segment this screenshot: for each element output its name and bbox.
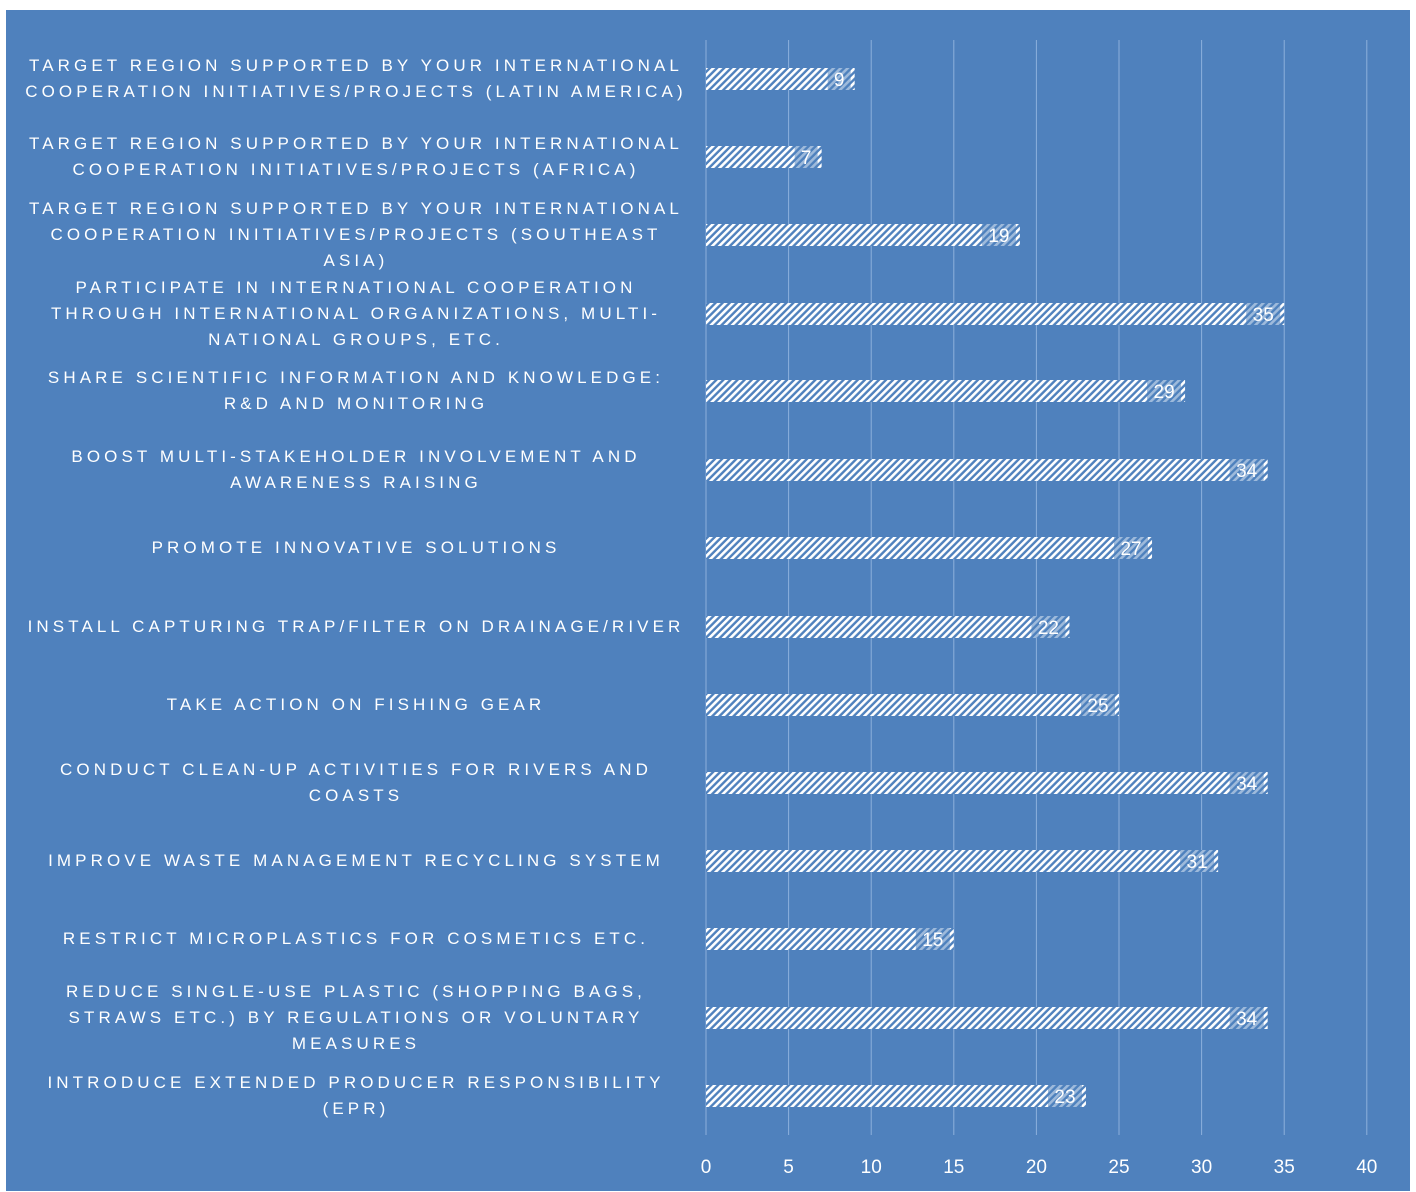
data-label: 22 (1038, 618, 1059, 639)
data-label: 25 (1087, 696, 1108, 717)
category-label: Share scientific information and knowled… (20, 365, 692, 417)
bar (706, 928, 954, 950)
x-tick-label: 5 (783, 1157, 794, 1178)
category-label: Boost multi-stakeholder involvement and … (20, 444, 692, 496)
category-label-text: Target region supported by your internat… (29, 134, 683, 179)
category-label: Target region supported by your internat… (20, 196, 692, 274)
category-label-text: Boost multi-stakeholder involvement and … (71, 447, 641, 492)
category-label-text: Take action on fishing gear (166, 695, 546, 714)
category-label: Target region supported by your internat… (20, 131, 692, 183)
category-label: Conduct clean-up activities for rivers a… (20, 757, 692, 809)
data-label-background (1081, 694, 1115, 716)
data-label-background (1229, 772, 1264, 794)
category-label: Take action on fishing gear (20, 692, 692, 718)
category-label-text: Introduce extended producer responsibili… (47, 1073, 665, 1118)
bar (706, 303, 1285, 325)
data-label: 34 (1236, 461, 1258, 482)
data-label: 9 (834, 70, 845, 91)
chart-area: Target region supported by your internat… (6, 10, 1410, 1191)
data-label: 7 (801, 148, 812, 169)
data-label: 34 (1236, 774, 1258, 795)
category-label: Introduce extended producer responsibili… (20, 1070, 692, 1122)
data-label-background (827, 68, 851, 90)
data-label-background (1114, 537, 1149, 559)
data-label-background (1031, 616, 1066, 638)
category-label: Install capturing trap/filter on drainag… (20, 601, 692, 653)
x-tick-label: 30 (1191, 1157, 1212, 1178)
data-label-background (1180, 850, 1215, 872)
bar (706, 224, 1020, 246)
category-label: Promote innovative solutions (20, 535, 692, 561)
data-label: 31 (1187, 852, 1208, 873)
category-label-text: Improve waste management recycling syste… (48, 851, 664, 870)
data-label: 34 (1236, 1009, 1258, 1030)
bar (706, 459, 1268, 481)
x-tick-label: 20 (1026, 1157, 1047, 1178)
data-label-background (794, 146, 818, 168)
category-label-text: Conduct clean-up activities for rivers a… (60, 760, 652, 805)
data-label: 29 (1154, 382, 1175, 403)
data-label: 35 (1253, 305, 1274, 326)
x-tick-label: 40 (1356, 1157, 1377, 1178)
bar (706, 1085, 1086, 1107)
data-label: 19 (988, 226, 1009, 247)
bar (706, 1007, 1268, 1029)
x-tick-label: 15 (943, 1157, 964, 1178)
category-label-text: Share scientific information and knowled… (47, 368, 665, 413)
bar (706, 694, 1119, 716)
category-label-text: Restrict microplastics for cosmetics etc… (62, 929, 650, 948)
category-label-text: Promote innovative solutions (151, 538, 561, 557)
x-tick-label: 35 (1274, 1157, 1295, 1178)
category-label: Participate in international cooperation… (20, 275, 692, 353)
bar (706, 772, 1268, 794)
bar (706, 537, 1153, 559)
category-label-text: Participate in international cooperation… (50, 278, 662, 349)
x-tick-label: 10 (861, 1157, 882, 1178)
bar-chart: 9 7 19 35 29 34 27 22 25 34 31 15 34 23 0 5 10 15 20 25 30 3… (701, 40, 1377, 1178)
data-label: 27 (1120, 539, 1141, 560)
x-tick-label: 25 (1108, 1157, 1129, 1178)
category-label: Restrict microplastics for cosmetics etc… (20, 926, 692, 952)
data-label-background (1229, 1007, 1264, 1029)
data-label: 15 (922, 930, 943, 951)
data-label-background (1229, 459, 1264, 481)
bar (706, 850, 1219, 872)
data-label-background (915, 928, 950, 950)
bar (706, 380, 1186, 402)
data-label-background (981, 224, 1016, 246)
category-label-text: Install capturing trap/filter on drainag… (27, 617, 685, 636)
data-label-background (1047, 1085, 1082, 1107)
category-label: Reduce single-use plastic (shopping bags… (20, 979, 692, 1057)
bar (706, 68, 855, 90)
data-label-background (1147, 380, 1182, 402)
bar (706, 616, 1070, 638)
category-label: Target region supported by your internat… (20, 40, 692, 118)
category-label-text: Target region supported by your internat… (25, 56, 687, 101)
bar (706, 146, 822, 168)
x-tick-label: 0 (701, 1157, 712, 1178)
data-label: 23 (1054, 1087, 1075, 1108)
category-label-text: Target region supported by your internat… (29, 199, 683, 270)
category-label-text: Reduce single-use plastic (shopping bags… (66, 982, 646, 1053)
category-label: Improve waste management recycling syste… (20, 848, 692, 874)
data-label-background (1246, 303, 1281, 325)
